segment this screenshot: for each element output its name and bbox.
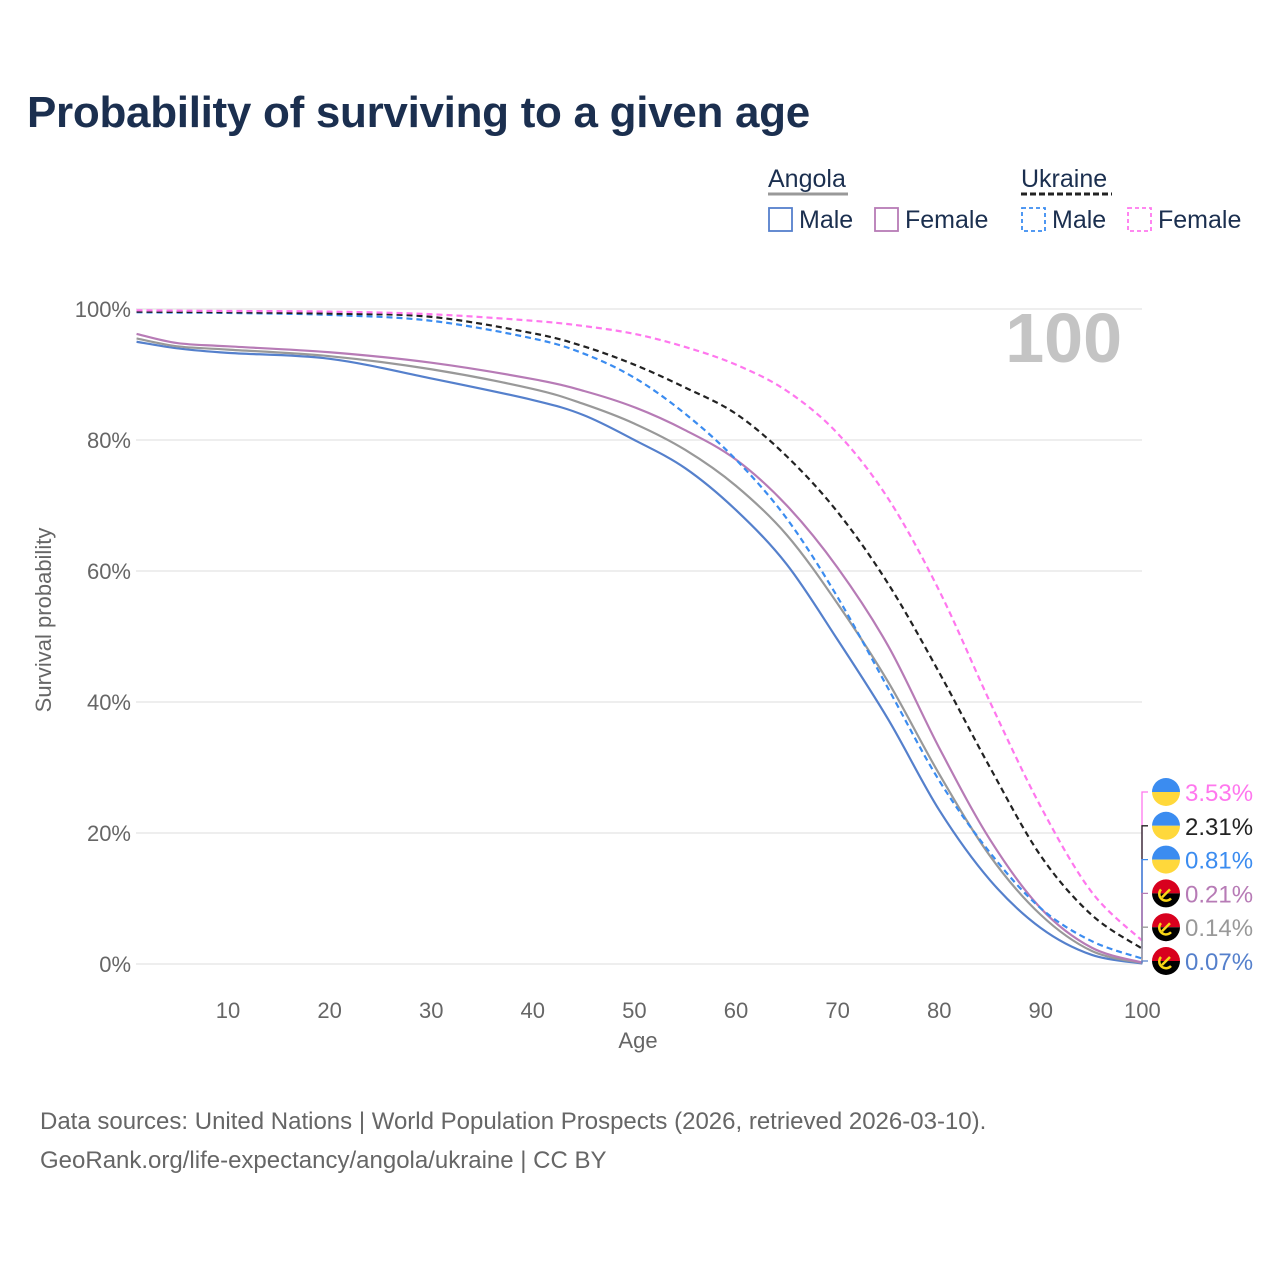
series-line-ago_b [136, 337, 1143, 965]
x-tick-label: 60 [724, 998, 748, 1023]
leader-line [1141, 858, 1148, 959]
legend-item-label: Male [799, 206, 853, 234]
y-tick-label: 80% [87, 428, 131, 453]
end-value-label: 0.07% [1185, 949, 1253, 976]
end-label-ago_m: 0.07% [1141, 947, 1253, 976]
end-label-ukr_b: 2.31% [1141, 811, 1253, 949]
leader-line [1141, 960, 1148, 964]
data-source: Data sources: United Nations | World Pop… [40, 1108, 987, 1135]
legend-item-label: Female [905, 206, 988, 234]
x-tick-label: 10 [216, 998, 240, 1023]
end-label-ago_f: 0.21% [1141, 879, 1253, 963]
flag-ukraine-bottom [1152, 825, 1181, 840]
legend-item-label: Male [1052, 206, 1106, 234]
flag-angola-emblem [1158, 956, 1172, 970]
x-tick-label: 80 [927, 998, 951, 1023]
leader-line [1141, 825, 1148, 949]
x-tick-label: 40 [521, 998, 545, 1023]
legend-swatch [1021, 207, 1046, 232]
end-value-label: 2.31% [1185, 814, 1253, 841]
flag-ukraine-bottom [1152, 792, 1180, 806]
flag-angola-emblem [1158, 888, 1172, 902]
legend-group-angola: Angola Male Female [768, 165, 988, 234]
legend-swatch [768, 207, 793, 232]
end-value-label: 0.21% [1185, 881, 1253, 908]
series-line-ago_m [136, 340, 1143, 965]
y-tick-label: 40% [87, 690, 131, 715]
legend-item-label: Female [1158, 206, 1241, 234]
leader-line [1141, 892, 1148, 963]
legend-country-label: Ukraine [1021, 165, 1107, 193]
x-axis-label: Age [618, 1028, 657, 1053]
leader-line [1141, 791, 1148, 941]
flag-angola-top [1152, 879, 1181, 894]
flag-ukraine-top [1152, 845, 1181, 860]
age-watermark: 100 [1005, 299, 1122, 377]
end-value-label: 0.81% [1185, 848, 1253, 875]
source-url[interactable]: GeoRank.org/life-expectancy/angola/ukrai… [40, 1147, 607, 1174]
end-label-ukr_f: 3.53% [1141, 778, 1253, 941]
legend-group-ukraine: Ukraine Male Female [1021, 165, 1241, 234]
flag-angola-emblem [1158, 922, 1172, 936]
end-value-label: 0.14% [1185, 915, 1253, 942]
y-tick-label: 0% [99, 952, 131, 977]
end-value-label: 3.53% [1185, 780, 1253, 807]
end-label-ago_b: 0.14% [1141, 913, 1253, 964]
y-tick-label: 100% [75, 297, 131, 322]
series-line-ukr_f [136, 309, 1144, 942]
x-tick-label: 90 [1029, 998, 1053, 1023]
y-tick-label: 20% [87, 821, 131, 846]
x-tick-label: 70 [825, 998, 849, 1023]
flag-ukraine-top [1152, 778, 1180, 792]
y-tick-label: 60% [87, 559, 131, 584]
x-tick-label: 50 [622, 998, 646, 1023]
series-line-ukr_m [136, 311, 1143, 960]
flag-ukraine-bottom [1152, 859, 1181, 874]
legend-swatch [874, 207, 899, 232]
legend-swatch [1127, 207, 1152, 232]
series-line-ukr_b [136, 310, 1144, 950]
flag-ukraine-top [1152, 811, 1181, 826]
legend-country-label: Angola [768, 165, 846, 193]
y-axis-label: Survival probability [31, 528, 56, 713]
flag-angola-top [1152, 947, 1180, 961]
x-tick-label: 30 [419, 998, 443, 1023]
leader-line [1141, 926, 1148, 964]
x-tick-label: 20 [317, 998, 341, 1023]
chart-title: Probability of surviving to a given age [27, 88, 810, 137]
x-tick-label: 100 [1124, 998, 1161, 1023]
series-line-ago_f [136, 332, 1143, 964]
flag-angola-top [1152, 913, 1181, 928]
